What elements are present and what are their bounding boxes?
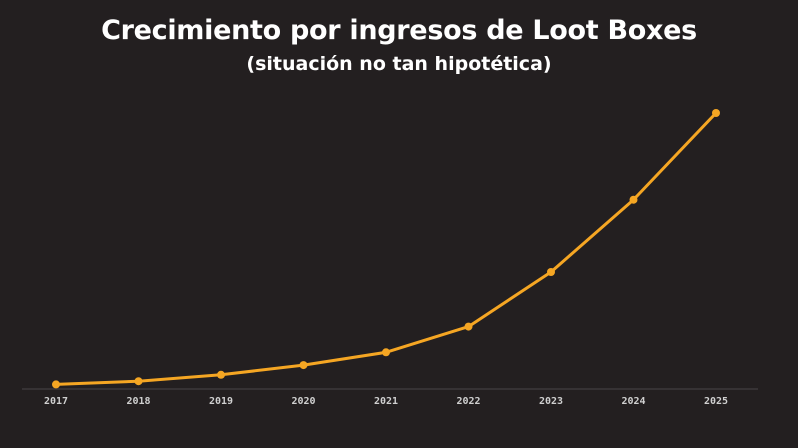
data-point-2024 (629, 195, 638, 204)
data-point-2020 (299, 361, 308, 370)
x-tick-label-2020: 2020 (291, 396, 315, 407)
data-point-2018 (134, 377, 143, 386)
x-tick-label-2019: 2019 (209, 396, 233, 407)
x-tick-label-2018: 2018 (126, 396, 150, 407)
x-tick-label-2021: 2021 (374, 396, 398, 407)
x-tick-label-2023: 2023 (539, 396, 563, 407)
series-layer (54, 111, 718, 386)
series-line (54, 111, 718, 386)
x-tick-label-2017: 2017 (44, 396, 68, 407)
x-tick-label-2022: 2022 (456, 396, 480, 407)
data-point-2017 (52, 380, 60, 389)
chart-title: Crecimiento por ingresos de Loot Boxes (101, 15, 697, 46)
x-tick-labels: 2017 2018 2019 2020 2021 2022 2023 2024 2025 (44, 396, 728, 407)
points-layer (52, 109, 720, 389)
data-point-2023 (547, 268, 555, 276)
data-point-2022 (464, 322, 473, 331)
data-point-2019 (217, 370, 225, 379)
data-point-2025 (712, 109, 720, 117)
chart-subtitle: (situación no tan hipotética) (246, 53, 552, 75)
x-tick-label-2025: 2025 (704, 396, 728, 407)
data-point-2021 (382, 348, 390, 357)
x-tick-label-2024: 2024 (621, 396, 645, 407)
